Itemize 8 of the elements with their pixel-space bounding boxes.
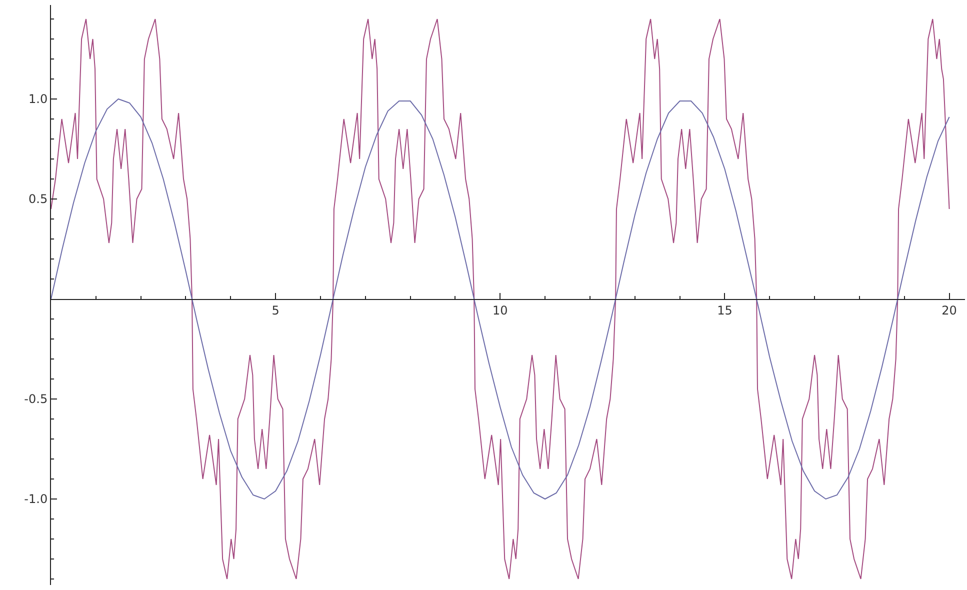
x-tick-label: 15: [717, 303, 732, 318]
x-tick-label: 10: [492, 303, 508, 318]
y-tick-label: -0.5: [24, 392, 48, 406]
y-tick-label: 0.5: [28, 192, 48, 206]
y-tick-label: 1.0: [28, 92, 48, 106]
x-tick-label: 20: [942, 303, 957, 318]
y-tick-label: -1.0: [24, 492, 48, 506]
x-tick-label: 5: [272, 303, 280, 318]
